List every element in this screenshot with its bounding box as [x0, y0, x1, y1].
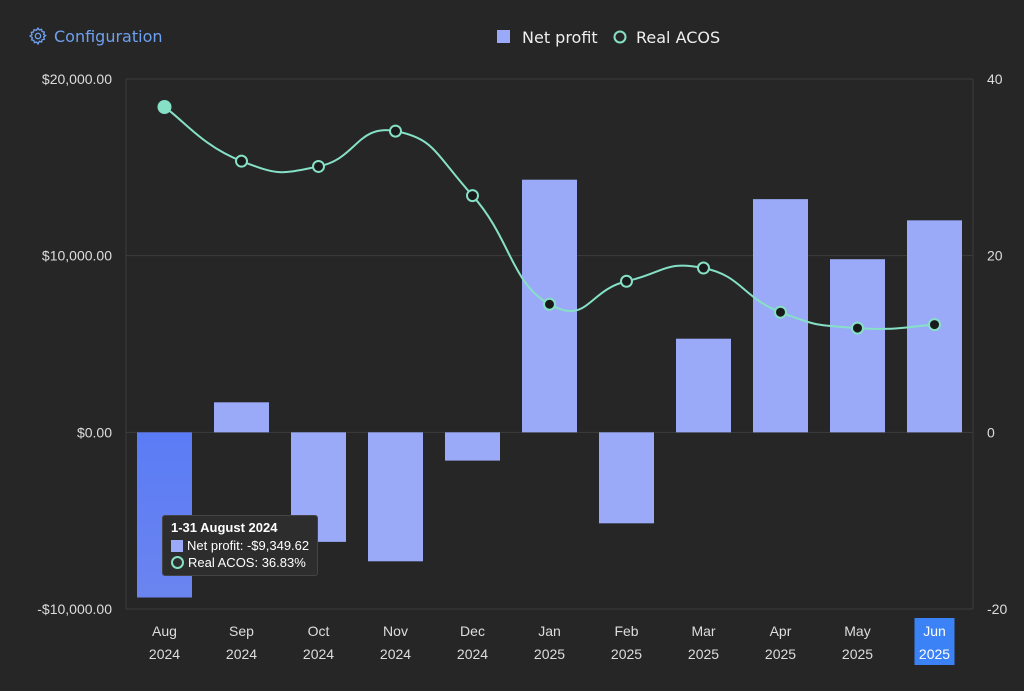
legend-real-acos-swatch	[613, 30, 627, 44]
x-tick-label-month: Dec	[460, 623, 485, 639]
configuration-label: Configuration	[54, 26, 163, 46]
tooltip-title: 1-31 August 2024	[171, 520, 278, 535]
x-tick-label-month: May	[844, 623, 870, 639]
x-tick-label-month: Feb	[614, 623, 638, 639]
right-tick-label: 0	[987, 424, 995, 440]
x-tick-label-month: Mar	[691, 623, 715, 639]
bar-net-profit	[368, 432, 423, 562]
point-real-acos	[157, 100, 172, 115]
point-real-acos	[620, 274, 633, 288]
legend-net-profit: Net profit	[522, 28, 598, 47]
right-tick-label: 20	[987, 248, 1003, 264]
point-real-acos	[543, 297, 556, 311]
left-tick-label: $0.00	[77, 424, 112, 440]
point-real-acos	[697, 261, 710, 275]
x-tick-label-year: 2025	[611, 646, 642, 662]
line-real-acos	[163, 106, 935, 331]
bar-net-profit	[676, 338, 731, 433]
x-tick-label-month: Oct	[308, 623, 330, 639]
x-tick-label-year: 2025	[765, 646, 796, 662]
point-real-acos	[312, 159, 325, 173]
point-real-acos	[851, 321, 864, 335]
left-tick-label: $20,000.00	[42, 71, 112, 87]
tooltip-acos: Real ACOS: 36.83%	[188, 555, 306, 570]
x-tick-label-month: Nov	[383, 623, 408, 639]
x-tick-label-year: 2025	[688, 646, 719, 662]
x-tick-label-month: Jun	[923, 623, 946, 639]
x-tick-label-month: Sep	[229, 623, 254, 639]
point-real-acos	[774, 305, 787, 319]
configuration-button[interactable]: Configuration	[28, 26, 163, 46]
x-tick-label-year: 2024	[380, 646, 411, 662]
x-tick-label-month: Aug	[152, 623, 177, 639]
x-tick-label-month: Jan	[538, 623, 561, 639]
x-tick-label-year: 2025	[842, 646, 873, 662]
point-real-acos	[466, 189, 479, 203]
x-tick-label-month: Apr	[770, 623, 792, 639]
x-tick-label-year: 2025	[534, 646, 565, 662]
tooltip: 1-31 August 2024 Net profit: -$9,349.62 …	[162, 515, 319, 576]
bar-net-profit	[830, 259, 885, 433]
left-tick-label: -$10,000.00	[37, 601, 112, 617]
real-acos-swatch	[171, 556, 184, 569]
highlighted-label-bg	[914, 618, 955, 665]
bar-net-profit	[214, 402, 269, 433]
legend-net-profit-swatch	[497, 30, 510, 43]
x-tick-label-year: 2025	[919, 646, 950, 662]
bar-net-profit	[445, 432, 500, 461]
x-tick-label-year: 2024	[457, 646, 488, 662]
left-tick-label: $10,000.00	[42, 248, 112, 264]
x-tick-label-year: 2024	[149, 646, 180, 662]
point-real-acos	[235, 154, 248, 168]
x-tick-label-year: 2024	[303, 646, 334, 662]
point-real-acos	[928, 318, 941, 332]
right-tick-label: 40	[987, 71, 1003, 87]
right-tick-label: -20	[987, 601, 1007, 617]
gear-icon	[28, 26, 47, 46]
tooltip-net-profit: Net profit: -$9,349.62	[187, 538, 310, 553]
net-profit-swatch	[171, 539, 183, 552]
point-real-acos	[389, 124, 402, 138]
legend-real-acos: Real ACOS	[636, 28, 720, 47]
x-tick-label-year: 2024	[226, 646, 257, 662]
bar-net-profit	[599, 432, 654, 524]
